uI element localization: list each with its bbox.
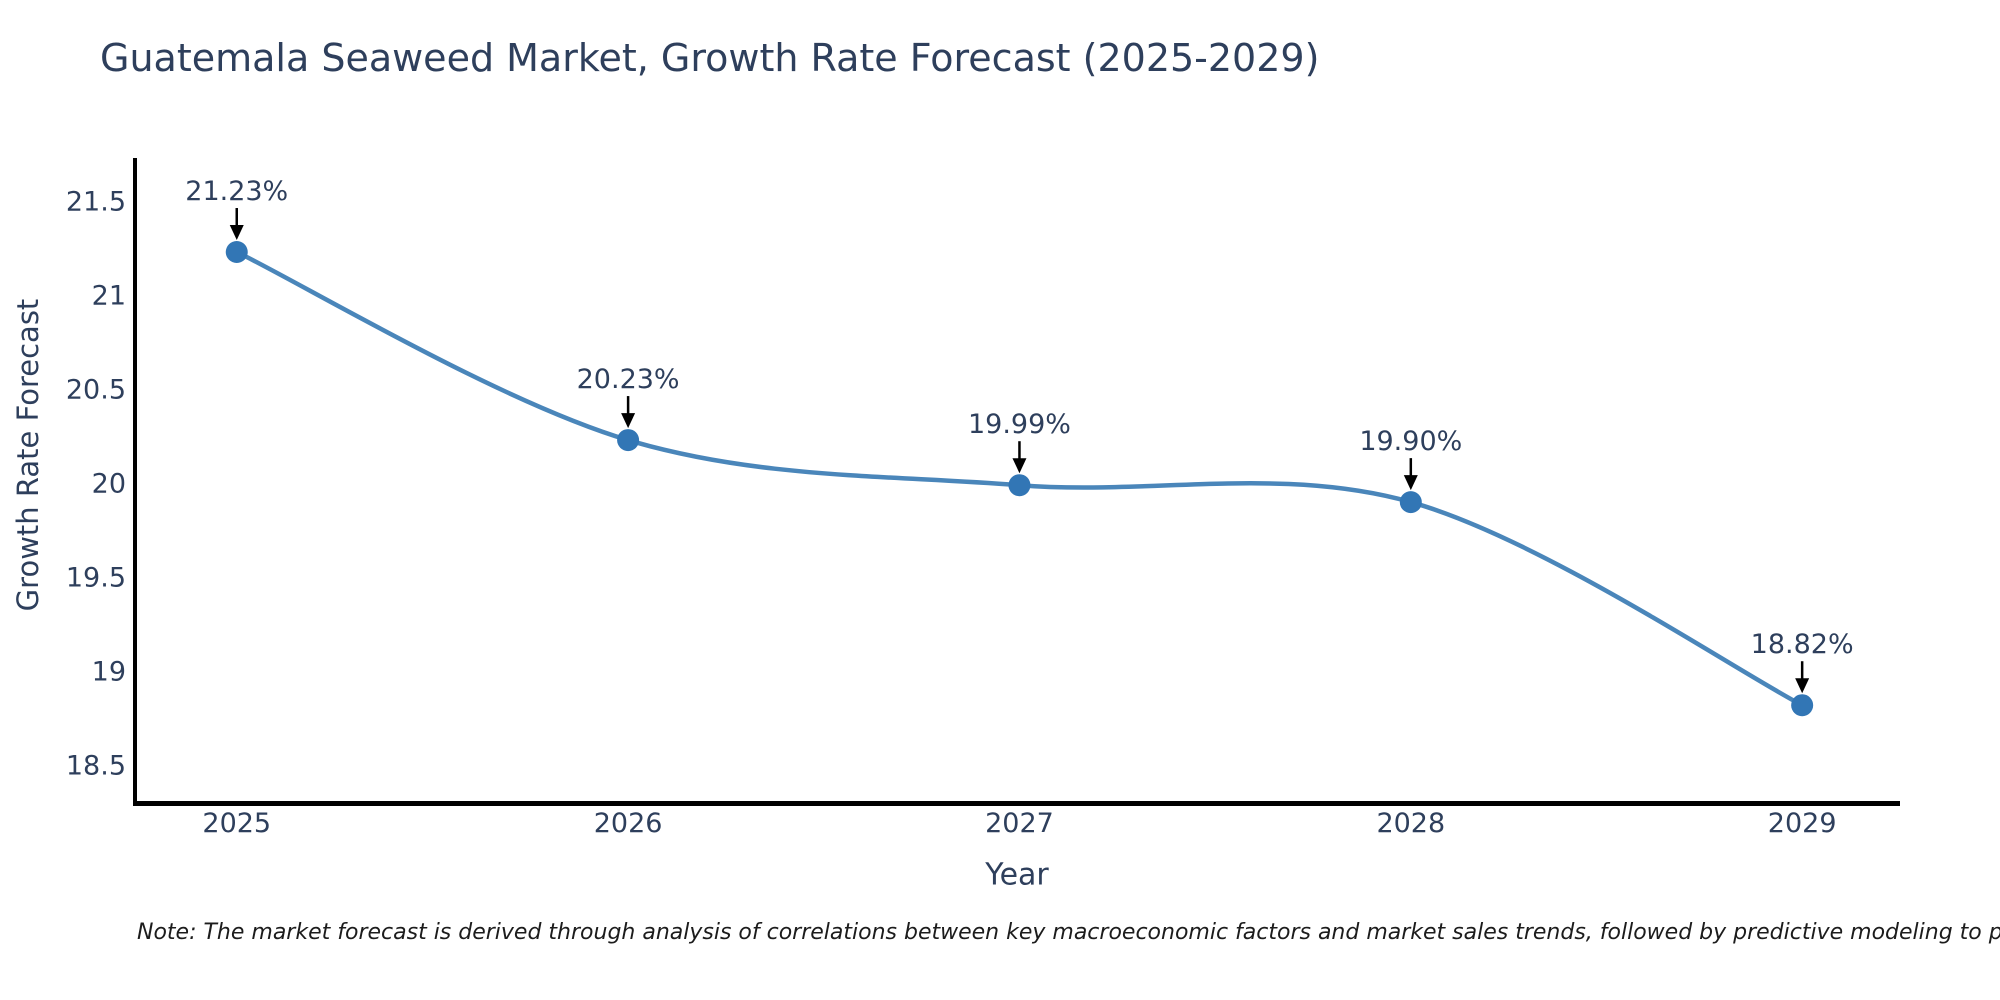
data-point-label: 21.23% (185, 176, 288, 207)
x-tick-label: 2025 (202, 808, 271, 839)
x-tick-label: 2026 (594, 808, 663, 839)
x-tick-label: 2027 (985, 808, 1054, 839)
y-tick-label: 20 (92, 468, 126, 499)
annotation-arrowhead-icon (1012, 458, 1027, 474)
y-tick-label: 19 (92, 656, 126, 687)
data-point-label: 19.90% (1359, 426, 1462, 457)
data-point-label: 20.23% (577, 364, 680, 395)
data-point-marker (225, 241, 248, 264)
x-axis-line (133, 801, 1900, 806)
y-tick-label: 19.5 (66, 562, 126, 593)
data-point-marker (1008, 474, 1031, 497)
x-axis-title: Year (985, 857, 1049, 893)
data-point-marker (617, 429, 640, 452)
data-point-label: 19.99% (968, 409, 1071, 440)
y-tick-label: 18.5 (66, 750, 126, 781)
x-tick-label: 2028 (1376, 808, 1445, 839)
y-tick-label: 20.5 (66, 374, 126, 405)
chart-title: Guatemala Seaweed Market, Growth Rate Fo… (100, 36, 1320, 80)
annotation-arrowhead-icon (1403, 475, 1418, 491)
data-point-label: 18.82% (1751, 629, 1854, 660)
y-tick-label: 21 (92, 280, 126, 311)
footnote: Note: The market forecast is derived thr… (137, 920, 2000, 945)
annotation-arrowhead-icon (621, 413, 636, 429)
x-tick-label: 2029 (1768, 808, 1837, 839)
data-point-marker (1399, 491, 1422, 514)
y-tick-label: 21.5 (66, 186, 126, 217)
data-point-marker (1791, 694, 1814, 717)
y-axis-line (133, 158, 137, 805)
annotation-arrowhead-icon (1795, 678, 1810, 694)
annotation-arrowhead-icon (229, 225, 244, 241)
